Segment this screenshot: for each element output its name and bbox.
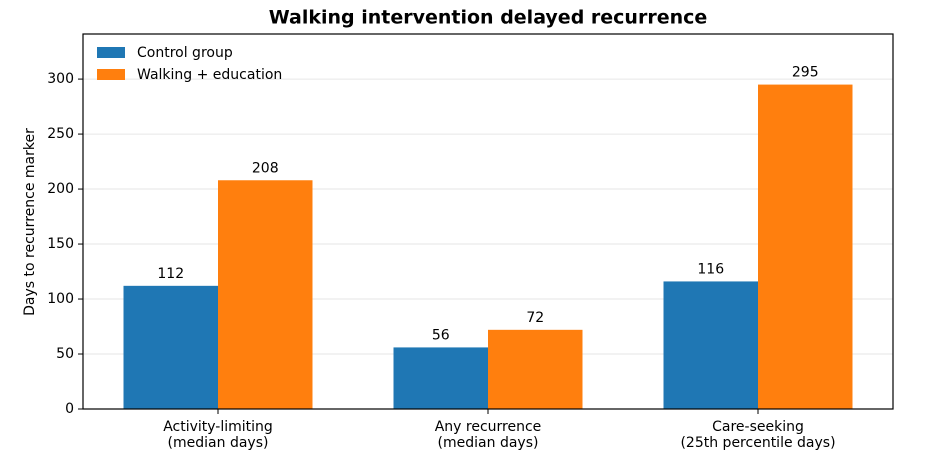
y-tick-label: 50	[56, 346, 74, 362]
data-label: 295	[792, 65, 819, 81]
y-tick-label: 100	[47, 291, 74, 307]
legend-swatch	[97, 47, 125, 58]
plot-frame	[82, 33, 894, 410]
data-label: 112	[157, 266, 184, 282]
data-label: 56	[432, 327, 450, 343]
bar	[123, 285, 218, 409]
y-tick-label: 200	[47, 181, 74, 197]
bar	[218, 180, 313, 409]
x-tick-label: Any recurrence	[435, 419, 542, 435]
legend-label: Control group	[137, 45, 233, 61]
y-tick-label: 300	[47, 71, 74, 87]
data-label: 208	[252, 160, 279, 176]
bar	[488, 329, 583, 409]
data-label: 72	[526, 310, 544, 326]
bar	[758, 84, 853, 409]
x-tick-label: (median days)	[438, 435, 539, 451]
x-tick-label: (median days)	[168, 435, 269, 451]
y-tick-label: 250	[47, 126, 74, 142]
bar	[663, 281, 758, 409]
chart-title: Walking intervention delayed recurrence	[269, 7, 708, 29]
x-tick-label: (25th percentile days)	[680, 435, 835, 451]
y-tick-label: 150	[47, 236, 74, 252]
y-axis-label: Days to recurrence marker	[22, 128, 38, 316]
legend-swatch	[97, 69, 125, 80]
bar	[393, 347, 488, 409]
x-tick-label: Care-seeking	[712, 419, 804, 435]
x-tick-label: Activity-limiting	[163, 419, 273, 435]
legend-label: Walking + education	[137, 67, 282, 83]
data-label: 116	[697, 261, 724, 277]
y-tick-label: 0	[65, 401, 74, 417]
